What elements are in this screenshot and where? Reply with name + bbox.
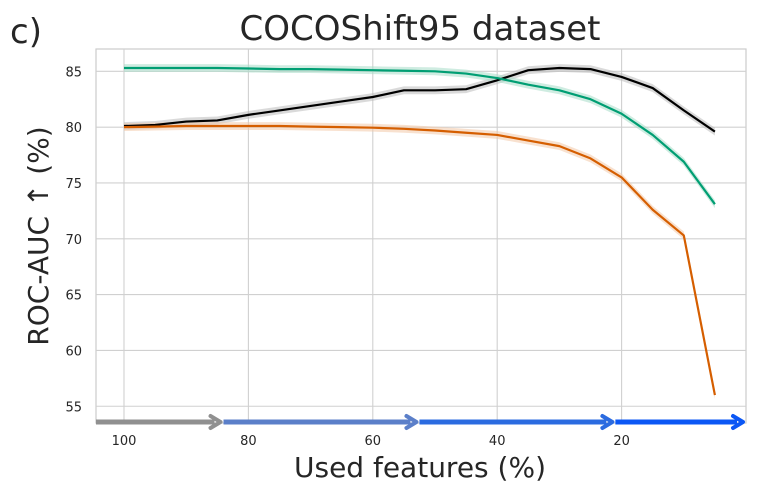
y-tick-label: 60 — [65, 344, 82, 359]
y-tick-label: 70 — [65, 233, 82, 248]
y-tick-labels: 55 60 65 70 75 80 85 — [65, 65, 82, 415]
x-tick-label: 40 — [489, 434, 506, 449]
x-tick-label: 100 — [112, 434, 137, 449]
chart-title: COCOShift95 dataset — [240, 9, 601, 49]
progress-arrow-head — [600, 414, 615, 430]
progress-arrow-head — [731, 414, 745, 430]
y-tick-label: 80 — [65, 121, 82, 136]
progress-arrow-head — [208, 414, 223, 430]
y-axis-label: ROC-AUC ↑ (%) — [22, 126, 55, 345]
y-tick-label: 65 — [65, 289, 82, 304]
y-tick-label: 75 — [65, 177, 82, 192]
y-tick-label: 55 — [65, 400, 82, 415]
series-lines — [123, 66, 716, 396]
panel-label: c) — [10, 12, 42, 52]
series-1-line — [123, 66, 716, 133]
x-tick-label: 20 — [613, 434, 630, 449]
y-tick-label: 85 — [65, 65, 82, 80]
x-axis-label: Used features (%) — [294, 451, 546, 484]
plot-frame — [95, 48, 747, 424]
x-tick-label: 60 — [365, 434, 382, 449]
progress-arrow — [96, 414, 745, 430]
x-tick-labels: 100 80 60 40 20 — [112, 434, 630, 449]
x-tick-label: 80 — [240, 434, 257, 449]
series-2-line — [123, 66, 716, 205]
series-3-line — [123, 124, 716, 396]
progress-arrow-head — [404, 414, 419, 430]
